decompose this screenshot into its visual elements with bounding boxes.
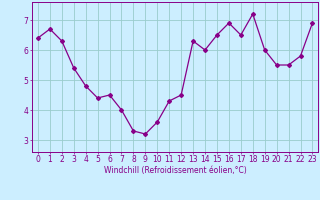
X-axis label: Windchill (Refroidissement éolien,°C): Windchill (Refroidissement éolien,°C) bbox=[104, 166, 247, 175]
